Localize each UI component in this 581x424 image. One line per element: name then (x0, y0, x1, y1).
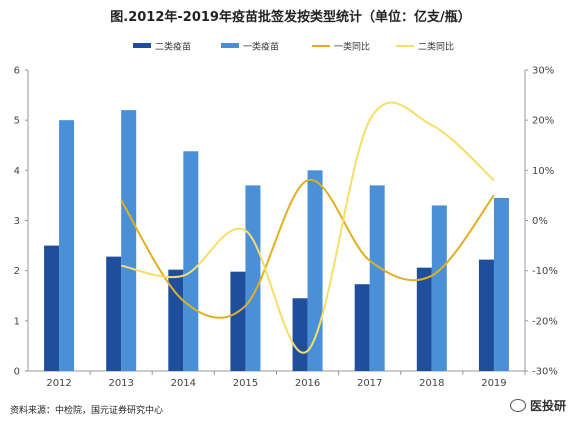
bar (44, 245, 60, 371)
bars (44, 110, 509, 372)
bar (121, 110, 137, 371)
legend-swatch (133, 43, 151, 48)
x-tick-label: 2017 (357, 378, 382, 389)
watermark-text: 医投研 (530, 399, 567, 413)
x-tick-label: 2014 (171, 378, 196, 389)
bar (431, 205, 447, 371)
y-tick-label: 3 (14, 216, 20, 227)
x-tick-label: 2018 (419, 378, 444, 389)
y-tick-label: 4 (14, 166, 20, 177)
y2-tick-label: 0% (532, 216, 548, 227)
watermark: 医投研 (510, 397, 566, 414)
axes: 0 1 2 3 4 5 6 -30% -20% -10% 0% 10% 20% 30% 2012 2013 20… (14, 66, 558, 390)
y-tick-label: 2 (14, 266, 20, 277)
y2-tick-label: -10% (532, 266, 558, 277)
bar (183, 151, 199, 371)
y2-tick-label: 20% (532, 116, 554, 127)
bar (230, 271, 246, 371)
legend: 二类疫苗 一类疫苗 一类同比 二类同比 (133, 41, 454, 53)
bar (245, 185, 261, 371)
chart-title: 图.2012年-2019年疫苗批签发按类型统计（单位：亿支/瓶） (110, 10, 471, 25)
lines (120, 101, 495, 354)
bar (292, 298, 308, 371)
y2-tick-label: -20% (532, 316, 558, 327)
bar (416, 267, 432, 371)
x-tick-label: 2012 (46, 378, 71, 389)
legend-label: 二类同比 (418, 41, 454, 53)
bar (354, 284, 370, 371)
x-tick-label: 2016 (295, 378, 320, 389)
line-series (120, 179, 495, 319)
bar (106, 256, 122, 371)
bar (478, 259, 494, 371)
source-note: 资料来源：中检院，国元证券研究中心 (10, 406, 164, 416)
x-tick-label: 2015 (233, 378, 258, 389)
y2-tick-label: 30% (532, 66, 554, 77)
y-tick-label: 6 (14, 66, 20, 77)
legend-label: 二类疫苗 (155, 41, 191, 53)
bar (59, 120, 75, 372)
bar (493, 197, 509, 371)
y-tick-label: 1 (14, 316, 20, 327)
x-tick-label: 2013 (108, 378, 133, 389)
legend-swatch (221, 43, 239, 48)
bar (307, 170, 323, 371)
y2-tick-label: 10% (532, 166, 554, 177)
x-tick-label: 2019 (481, 378, 506, 389)
legend-label: 一类同比 (334, 41, 370, 53)
bar (369, 185, 385, 371)
legend-label: 一类疫苗 (243, 41, 279, 53)
y2-tick-label: -30% (532, 367, 558, 378)
bar (168, 269, 184, 371)
chat-bubble-icon (510, 399, 526, 412)
y-tick-label: 0 (14, 367, 20, 378)
y-tick-label: 5 (14, 116, 20, 127)
line-series (120, 101, 495, 354)
